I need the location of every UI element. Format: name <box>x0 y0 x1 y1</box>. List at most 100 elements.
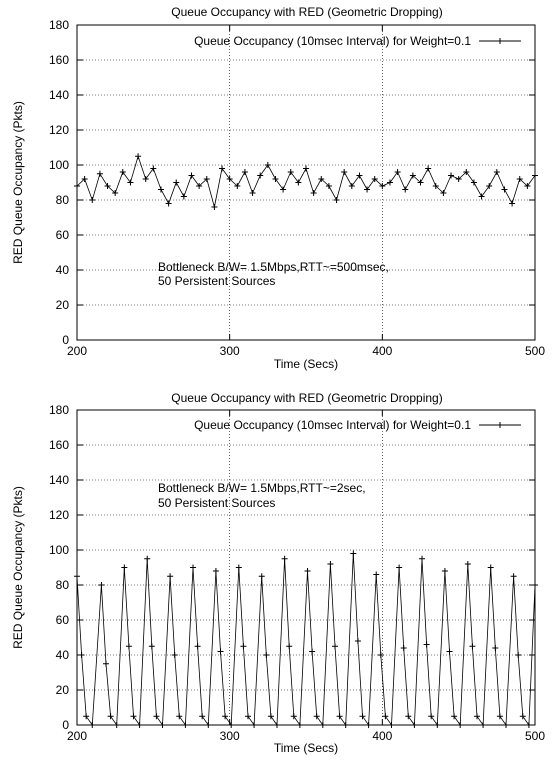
data-point <box>241 169 248 175</box>
data-point <box>516 176 523 182</box>
data-point <box>234 183 241 189</box>
data-point <box>377 652 384 658</box>
y-tick-label: 60 <box>56 228 70 242</box>
chart-panel-top: Queue Occupancy with RED (Geometric Drop… <box>11 5 545 371</box>
y-tick-label: 160 <box>49 53 69 67</box>
data-point <box>463 169 470 175</box>
data-point <box>493 169 500 175</box>
data-point <box>167 573 174 580</box>
data-point <box>249 190 256 196</box>
data-point <box>325 183 332 189</box>
data-point <box>240 643 247 650</box>
y-tick-label: 20 <box>56 683 70 697</box>
y-tick-label: 0 <box>62 333 69 347</box>
x-tick-label: 400 <box>372 344 392 358</box>
data-point <box>348 183 355 189</box>
data-point <box>203 176 210 182</box>
x-tick-label: 300 <box>220 344 240 358</box>
x-tick-label: 500 <box>525 729 545 743</box>
data-point <box>222 713 229 720</box>
data-point <box>496 713 503 720</box>
data-point <box>286 643 293 650</box>
x-tick-label: 400 <box>372 729 392 743</box>
data-point <box>107 713 114 720</box>
data-point <box>199 713 206 720</box>
annotation-line-1: Bottleneck B/W= 1.5Mbps,RTT~=2sec, <box>158 481 366 495</box>
y-tick-label: 160 <box>49 438 69 452</box>
data-point <box>194 643 201 650</box>
y-axis-label: RED Queue Occupancy (Pkts) <box>11 486 25 649</box>
data-point <box>405 713 412 720</box>
data-point <box>417 179 424 186</box>
data-point <box>515 652 522 658</box>
data-point <box>386 179 393 186</box>
data-point <box>119 169 126 175</box>
annotation-line-2: 50 Persistent Sources <box>158 496 275 510</box>
x-tick-label: 500 <box>525 344 545 358</box>
data-point <box>455 176 462 182</box>
legend: Queue Occupancy (10msec Interval) for We… <box>194 34 521 48</box>
grid-lines <box>77 25 535 340</box>
y-tick-labels: 0 20 40 60 80 100 120 140 160 180 <box>49 403 69 732</box>
x-tick-label: 200 <box>67 344 87 358</box>
chart-title: Queue Occupancy with RED (Geometric Drop… <box>171 391 442 405</box>
data-point <box>327 561 334 567</box>
data-point <box>394 169 401 175</box>
data-point <box>402 186 409 193</box>
axis-ticks <box>76 24 536 341</box>
data-point <box>89 197 96 203</box>
data-point <box>226 176 233 182</box>
data-point <box>464 561 471 567</box>
y-tick-label: 80 <box>56 578 70 592</box>
data-point <box>121 564 128 571</box>
y-tick-label: 20 <box>56 298 70 312</box>
data-point <box>356 172 363 179</box>
data-point <box>425 165 432 172</box>
data-point <box>272 176 279 182</box>
data-point <box>112 190 119 196</box>
data-point <box>150 165 157 172</box>
data-point <box>524 183 531 189</box>
data-point <box>130 713 137 720</box>
x-tick-label: 200 <box>67 729 87 743</box>
y-tick-label: 120 <box>49 508 69 522</box>
data-point <box>83 713 90 720</box>
data-point <box>190 564 197 571</box>
legend-label: Queue Occupancy (10msec Interval) for We… <box>194 418 471 432</box>
data-point <box>432 183 439 189</box>
y-tick-labels: 0 20 40 60 80 100 120 140 160 180 <box>49 18 69 347</box>
data-point <box>219 165 226 172</box>
data-point <box>341 169 348 175</box>
data-point <box>441 568 448 574</box>
data-point <box>487 564 494 571</box>
y-tick-label: 40 <box>56 648 70 662</box>
data-point <box>318 176 325 182</box>
data-point <box>333 197 340 203</box>
y-tick-label: 40 <box>56 263 70 277</box>
data-point <box>144 555 151 562</box>
data-point <box>473 713 480 720</box>
data-point <box>310 190 317 196</box>
annotation-line-2: 50 Persistent Sources <box>158 274 275 288</box>
series-markers <box>74 153 538 210</box>
plot-frame <box>76 409 536 726</box>
y-tick-label: 80 <box>56 193 70 207</box>
data-point <box>519 713 526 720</box>
data-point <box>373 571 380 578</box>
data-point <box>142 176 149 182</box>
data-point <box>125 643 132 650</box>
data-point <box>400 645 407 651</box>
chart-panel-bottom: Queue Occupancy with RED (Geometric Drop… <box>11 391 545 755</box>
data-point <box>509 200 516 207</box>
y-tick-label: 120 <box>49 123 69 137</box>
data-point <box>196 183 203 189</box>
data-point <box>478 193 485 200</box>
data-point <box>103 660 110 667</box>
data-point <box>257 172 264 179</box>
data-point <box>336 713 343 720</box>
y-tick-label: 100 <box>49 543 69 557</box>
y-tick-label: 60 <box>56 613 70 627</box>
data-point <box>127 179 134 186</box>
plot-frame <box>76 24 536 341</box>
data-point <box>258 573 265 580</box>
